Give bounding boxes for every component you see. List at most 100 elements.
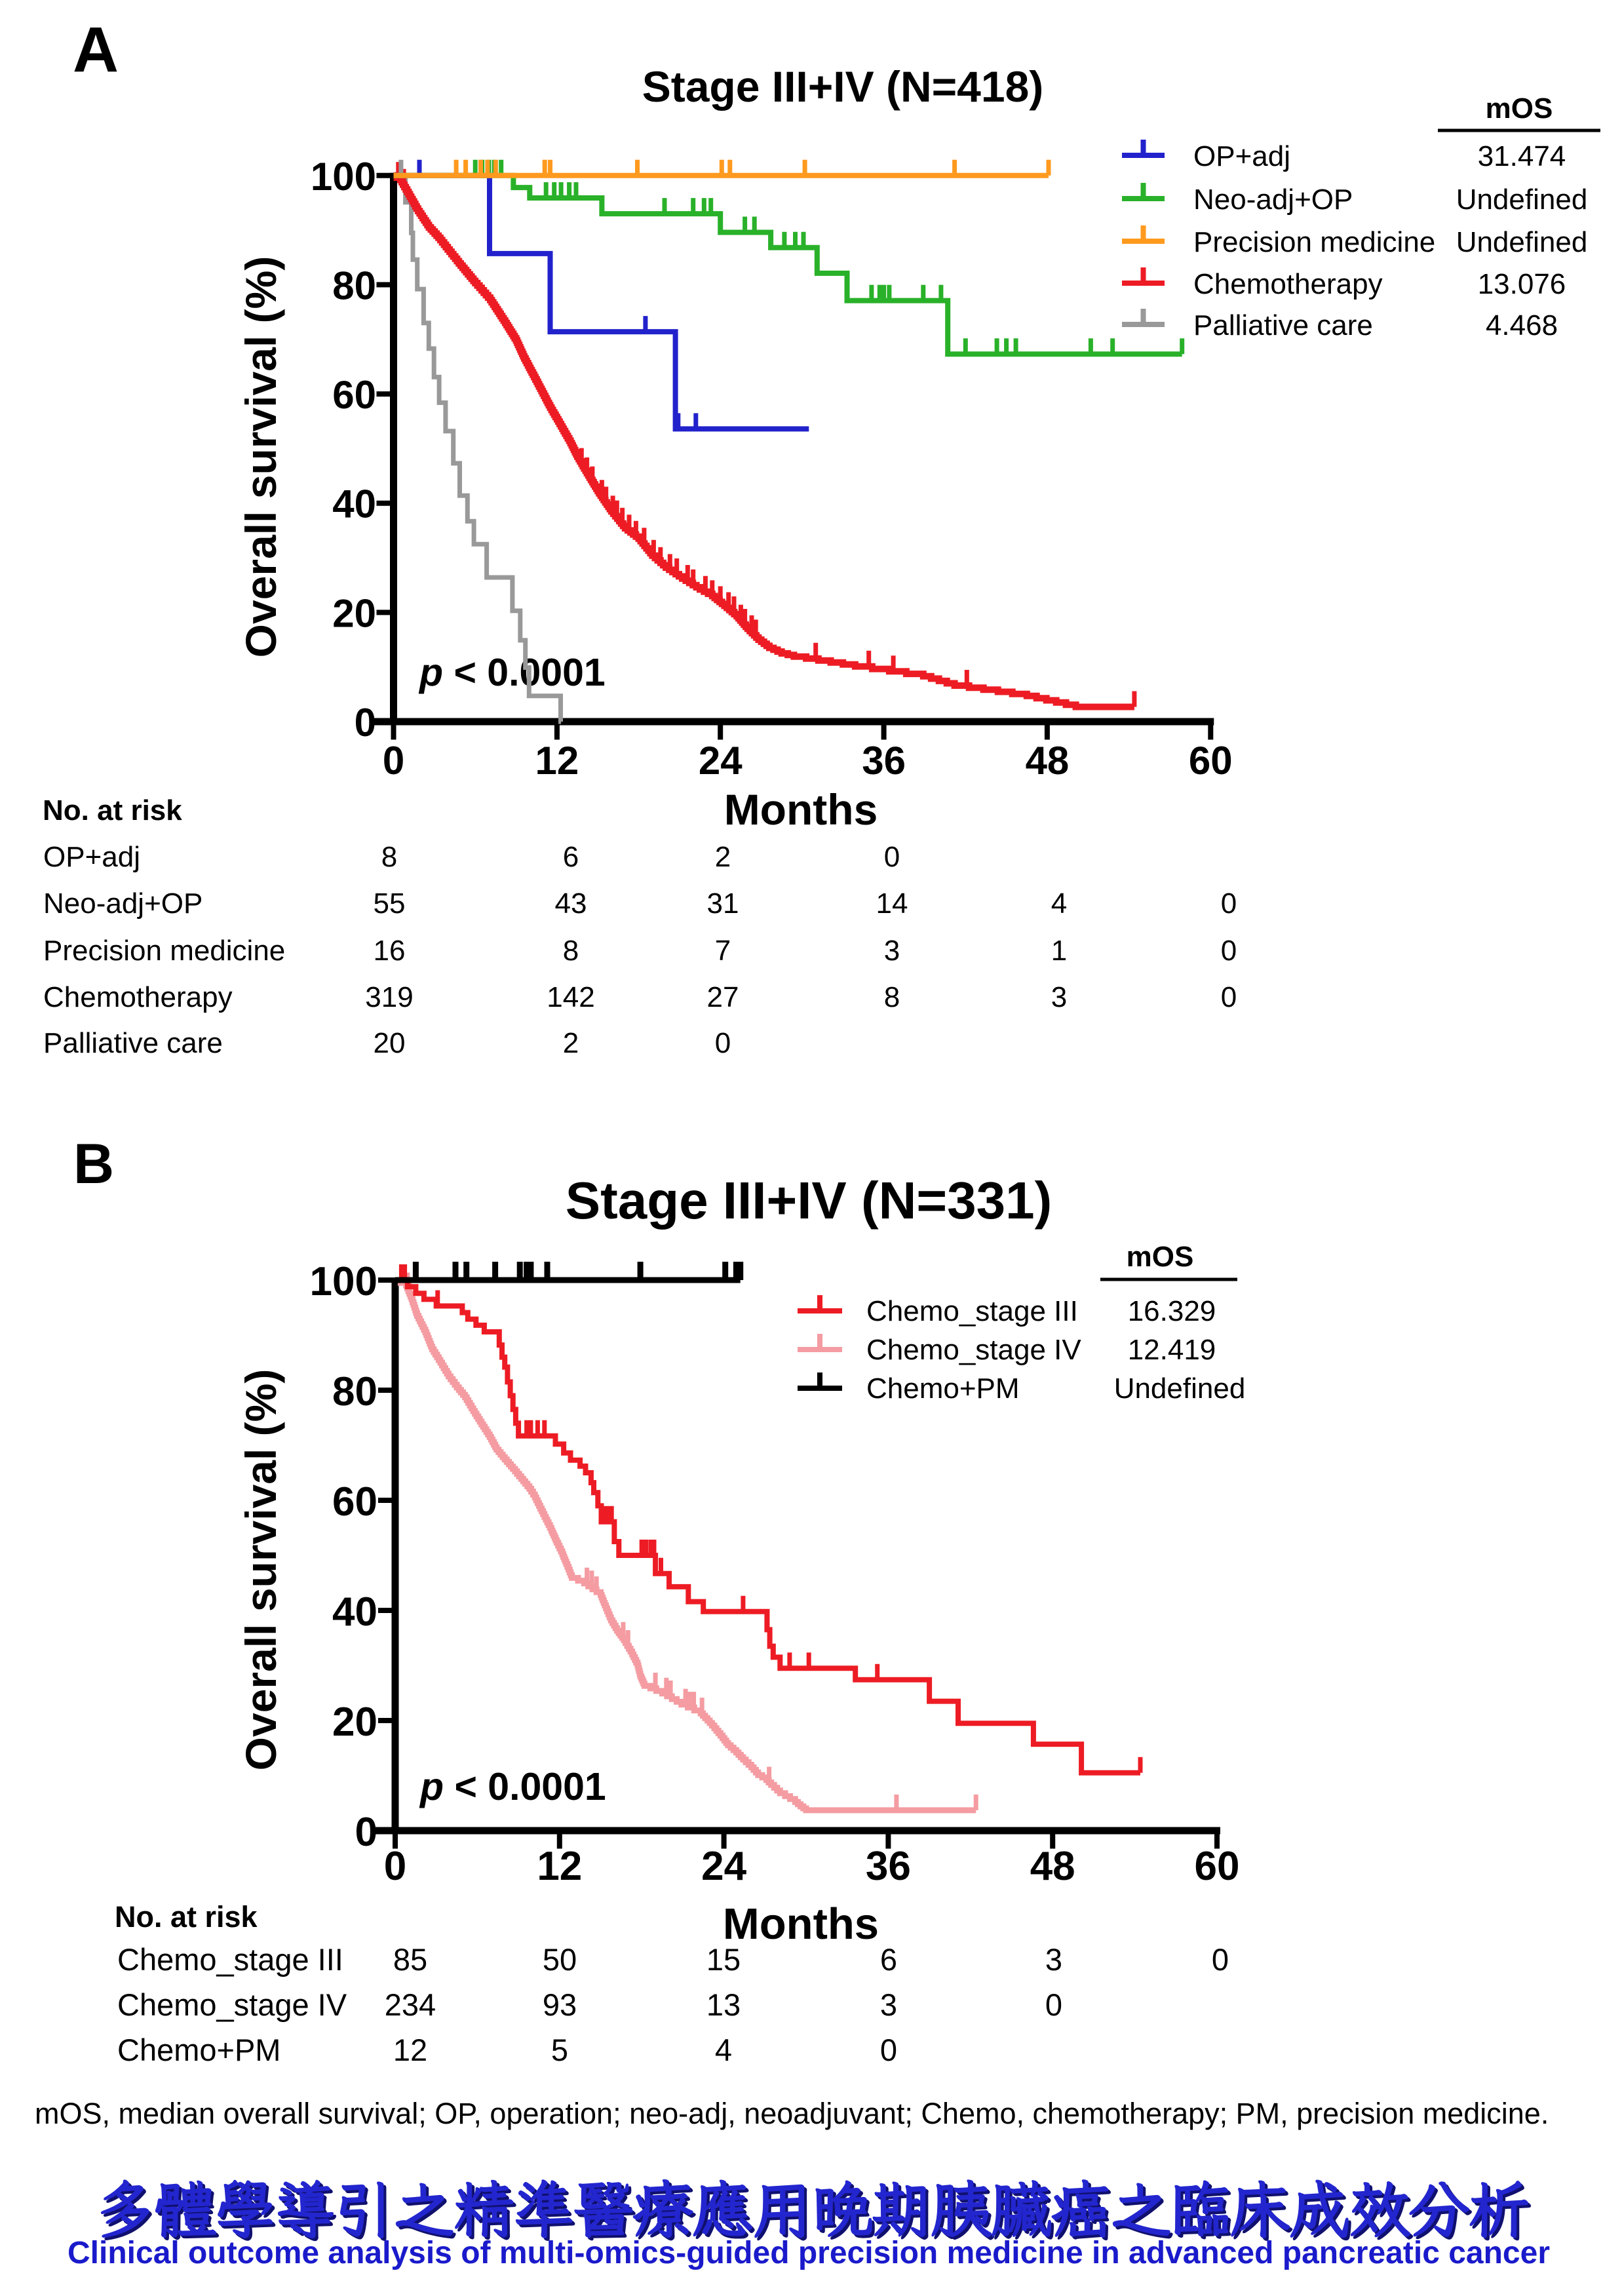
svg-text:80: 80 <box>332 1369 377 1414</box>
svg-text:48: 48 <box>1026 739 1070 783</box>
svg-text:1: 1 <box>1051 935 1067 967</box>
svg-text:24: 24 <box>701 1844 746 1889</box>
svg-text:48: 48 <box>1030 1844 1075 1889</box>
svg-text:60: 60 <box>1195 1844 1240 1889</box>
svg-text:40: 40 <box>332 1589 377 1635</box>
svg-text:12: 12 <box>393 2033 427 2067</box>
svg-text:50: 50 <box>543 1942 577 1977</box>
svg-text:0: 0 <box>1221 981 1237 1013</box>
svg-text:14: 14 <box>876 887 908 920</box>
svg-text:8: 8 <box>381 841 397 873</box>
svg-text:Chemotherapy: Chemotherapy <box>1193 268 1383 300</box>
svg-text:3: 3 <box>1051 981 1067 1013</box>
svg-text:mOS, median overall survival;: mOS, median overall survival; OP, operat… <box>35 2097 1549 2130</box>
svg-text:7: 7 <box>715 935 731 967</box>
svg-text:Chemo_stage IV: Chemo_stage IV <box>866 1334 1081 1366</box>
svg-text:0: 0 <box>384 1844 406 1889</box>
svg-text:80: 80 <box>332 263 376 307</box>
svg-text:100: 100 <box>311 155 376 199</box>
svg-text:20: 20 <box>374 1027 406 1059</box>
svg-text:mOS: mOS <box>1127 1241 1194 1273</box>
svg-text:6: 6 <box>563 841 579 873</box>
svg-text:Overall survival (%): Overall survival (%) <box>237 256 285 658</box>
svg-text:3: 3 <box>1045 1942 1062 1977</box>
svg-text:2: 2 <box>563 1027 579 1059</box>
svg-text:Precision medicine: Precision medicine <box>43 935 285 967</box>
svg-text:24: 24 <box>699 739 743 783</box>
svg-text:27: 27 <box>707 981 739 1013</box>
svg-text:p < 0.0001: p < 0.0001 <box>418 651 606 694</box>
svg-text:No. at risk: No. at risk <box>115 1900 258 1934</box>
svg-text:36: 36 <box>866 1844 911 1889</box>
svg-text:3: 3 <box>880 1987 897 2022</box>
svg-text:Chemo+PM: Chemo+PM <box>866 1372 1020 1405</box>
svg-text:234: 234 <box>385 1987 436 2022</box>
svg-text:Stage III+IV (N=418): Stage III+IV (N=418) <box>642 62 1044 111</box>
svg-text:0: 0 <box>355 1810 377 1855</box>
svg-text:16.329: 16.329 <box>1128 1295 1216 1327</box>
svg-text:20: 20 <box>332 591 376 635</box>
svg-text:93: 93 <box>543 1987 577 2022</box>
svg-text:60: 60 <box>332 373 376 417</box>
svg-text:A: A <box>73 14 119 85</box>
svg-text:Chemotherapy: Chemotherapy <box>43 981 233 1013</box>
svg-text:319: 319 <box>365 981 413 1013</box>
svg-text:12: 12 <box>535 739 579 783</box>
svg-text:6: 6 <box>880 1942 897 1977</box>
svg-text:OP+adj: OP+adj <box>1193 140 1290 172</box>
svg-text:Clinical outcome analysis of m: Clinical outcome analysis of multi-omics… <box>68 2236 1550 2270</box>
svg-text:4: 4 <box>715 2033 732 2067</box>
svg-text:Months: Months <box>724 785 878 834</box>
svg-text:13.076: 13.076 <box>1478 268 1566 300</box>
svg-text:p < 0.0001: p < 0.0001 <box>419 1765 606 1808</box>
svg-text:Stage III+IV (N=331): Stage III+IV (N=331) <box>566 1171 1052 1230</box>
svg-text:12: 12 <box>537 1844 582 1889</box>
svg-text:36: 36 <box>862 739 906 783</box>
svg-text:Chemo_stage IV: Chemo_stage IV <box>117 1987 347 2022</box>
svg-text:0: 0 <box>715 1027 731 1059</box>
svg-text:85: 85 <box>393 1942 427 1977</box>
svg-text:Chemo_stage III: Chemo_stage III <box>866 1295 1078 1327</box>
svg-text:B: B <box>73 1133 114 1196</box>
svg-text:Palliative care: Palliative care <box>1193 309 1373 341</box>
svg-text:3: 3 <box>884 935 900 967</box>
svg-text:Precision medicine: Precision medicine <box>1193 226 1435 258</box>
svg-text:0: 0 <box>1045 1987 1062 2022</box>
svg-text:0: 0 <box>383 739 404 783</box>
svg-text:5: 5 <box>551 2033 568 2067</box>
svg-text:13: 13 <box>706 1987 741 2022</box>
svg-text:Neo-adj+OP: Neo-adj+OP <box>1193 184 1353 216</box>
svg-text:4.468: 4.468 <box>1486 309 1558 341</box>
svg-text:Neo-adj+OP: Neo-adj+OP <box>43 887 203 920</box>
svg-text:100: 100 <box>310 1259 377 1304</box>
svg-text:Months: Months <box>723 1899 879 1949</box>
svg-text:31.474: 31.474 <box>1478 140 1566 172</box>
svg-text:mOS: mOS <box>1486 92 1553 125</box>
svg-text:2: 2 <box>715 841 731 873</box>
svg-text:12.419: 12.419 <box>1128 1334 1216 1366</box>
svg-text:60: 60 <box>1189 739 1233 783</box>
svg-text:Palliative care: Palliative care <box>43 1027 223 1059</box>
svg-text:31: 31 <box>707 887 739 920</box>
svg-text:0: 0 <box>880 2033 897 2067</box>
svg-text:Undefined: Undefined <box>1456 184 1588 216</box>
svg-text:0: 0 <box>1212 1942 1229 1977</box>
svg-text:Chemo+PM: Chemo+PM <box>117 2033 280 2067</box>
svg-text:8: 8 <box>563 935 579 967</box>
svg-text:8: 8 <box>884 981 900 1013</box>
svg-text:16: 16 <box>374 935 406 967</box>
svg-text:OP+adj: OP+adj <box>43 841 140 873</box>
svg-text:0: 0 <box>355 701 376 745</box>
svg-text:Chemo_stage III: Chemo_stage III <box>117 1942 343 1977</box>
svg-text:142: 142 <box>547 981 594 1013</box>
svg-text:No. at risk: No. at risk <box>43 794 182 827</box>
svg-text:15: 15 <box>706 1942 741 1977</box>
svg-text:4: 4 <box>1051 887 1067 920</box>
svg-text:Undefined: Undefined <box>1114 1372 1246 1405</box>
svg-text:0: 0 <box>1221 887 1237 920</box>
svg-text:20: 20 <box>332 1700 377 1745</box>
svg-text:55: 55 <box>374 887 406 920</box>
svg-text:60: 60 <box>332 1479 377 1525</box>
svg-text:43: 43 <box>555 887 587 920</box>
svg-text:Overall survival (%): Overall survival (%) <box>237 1369 285 1771</box>
